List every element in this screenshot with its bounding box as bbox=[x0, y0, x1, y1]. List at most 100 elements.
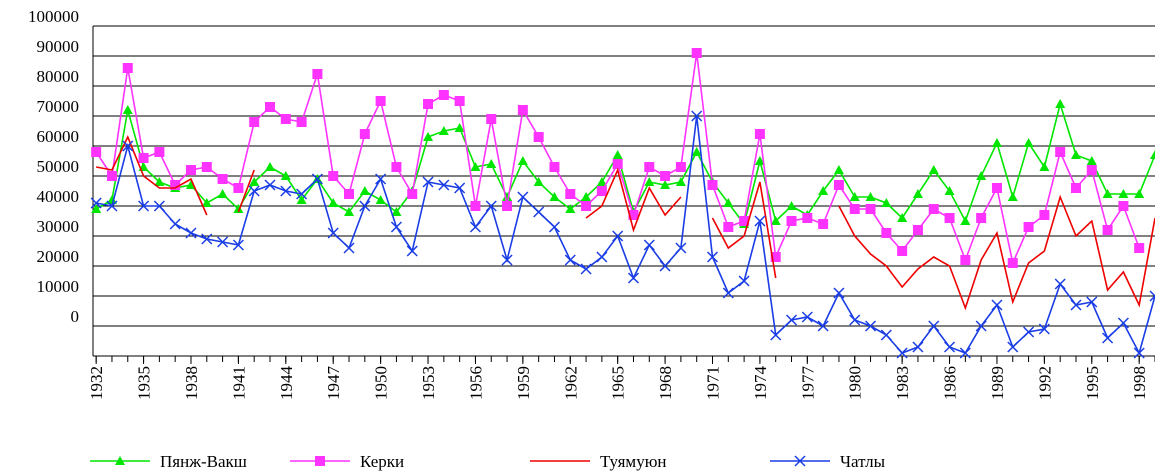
point bbox=[265, 102, 275, 112]
point bbox=[628, 210, 639, 220]
point bbox=[706, 251, 719, 263]
point bbox=[344, 189, 355, 199]
y-tick-label: 80000 bbox=[37, 67, 80, 86]
point bbox=[976, 171, 987, 180]
point bbox=[770, 216, 781, 225]
point bbox=[1134, 243, 1145, 253]
point bbox=[454, 123, 465, 132]
point bbox=[1038, 323, 1050, 335]
point bbox=[469, 221, 481, 233]
point bbox=[1055, 147, 1066, 157]
point bbox=[154, 177, 165, 186]
x-tick-label: 1944 bbox=[277, 366, 296, 401]
point bbox=[312, 69, 323, 79]
point bbox=[1086, 165, 1097, 175]
point bbox=[660, 180, 671, 189]
point bbox=[249, 117, 260, 127]
point bbox=[754, 156, 765, 165]
point bbox=[1117, 317, 1129, 329]
point bbox=[375, 96, 386, 106]
point bbox=[391, 162, 402, 172]
y-tick-label: 30000 bbox=[37, 217, 80, 236]
point bbox=[533, 132, 544, 142]
point bbox=[344, 207, 355, 216]
point bbox=[185, 180, 196, 189]
y-tick-label: 50000 bbox=[37, 157, 80, 176]
point bbox=[375, 173, 387, 185]
point bbox=[754, 129, 765, 139]
point bbox=[817, 320, 829, 332]
y-tick-label: 90000 bbox=[37, 37, 80, 56]
y-tick-label: 10000 bbox=[37, 277, 80, 296]
point bbox=[549, 162, 560, 172]
point bbox=[280, 114, 291, 124]
point bbox=[359, 186, 370, 195]
point bbox=[249, 177, 260, 186]
point bbox=[185, 227, 197, 239]
x-tick-label: 1965 bbox=[609, 366, 628, 400]
point bbox=[91, 204, 102, 213]
point bbox=[976, 213, 987, 223]
point bbox=[1086, 156, 1097, 165]
y-tick-label: 70000 bbox=[37, 97, 80, 116]
x-tick-label: 1968 bbox=[656, 366, 675, 400]
legend-label: Чатлы bbox=[840, 452, 886, 471]
point bbox=[390, 221, 402, 233]
point bbox=[233, 183, 244, 193]
point bbox=[912, 341, 924, 353]
point bbox=[1023, 222, 1034, 232]
point bbox=[423, 99, 434, 109]
point bbox=[991, 299, 1003, 311]
point bbox=[454, 96, 465, 106]
point bbox=[201, 162, 212, 172]
point bbox=[596, 186, 607, 196]
legend-item: Керки bbox=[290, 452, 404, 471]
point bbox=[169, 218, 181, 230]
point bbox=[438, 90, 449, 100]
point bbox=[1007, 258, 1018, 268]
point bbox=[454, 182, 466, 194]
legend-label: Пянж-Вакш bbox=[160, 452, 247, 471]
point bbox=[328, 198, 339, 207]
series-line bbox=[838, 194, 1155, 311]
point bbox=[928, 320, 940, 332]
point bbox=[391, 207, 402, 216]
point bbox=[122, 63, 133, 73]
point bbox=[959, 347, 971, 359]
point bbox=[564, 254, 576, 266]
point bbox=[359, 129, 370, 139]
point bbox=[596, 251, 608, 263]
point bbox=[833, 180, 844, 190]
point bbox=[1118, 201, 1129, 211]
point bbox=[122, 140, 134, 152]
point bbox=[1150, 150, 1155, 159]
point bbox=[897, 213, 908, 222]
point bbox=[154, 147, 165, 157]
point bbox=[580, 263, 592, 275]
point bbox=[896, 347, 908, 359]
legend-item: Пянж-Вакш bbox=[90, 452, 247, 471]
point bbox=[928, 165, 939, 174]
series-line bbox=[711, 181, 777, 279]
point bbox=[785, 314, 798, 326]
point bbox=[1118, 189, 1129, 198]
point bbox=[343, 242, 355, 254]
point bbox=[612, 150, 623, 159]
point bbox=[1070, 299, 1082, 311]
point bbox=[1070, 150, 1081, 159]
point bbox=[470, 162, 481, 171]
legend-label: Керки bbox=[360, 452, 404, 471]
point bbox=[944, 213, 955, 223]
point bbox=[849, 204, 860, 214]
y-tick-label: 60000 bbox=[37, 127, 80, 146]
x-tick-label: 1950 bbox=[372, 366, 391, 400]
point bbox=[754, 215, 766, 227]
point bbox=[849, 314, 861, 326]
point bbox=[801, 311, 813, 323]
point bbox=[486, 114, 497, 124]
point bbox=[975, 320, 987, 332]
x-tick-label: 1932 bbox=[87, 366, 106, 400]
point bbox=[438, 179, 450, 191]
point bbox=[217, 174, 228, 184]
